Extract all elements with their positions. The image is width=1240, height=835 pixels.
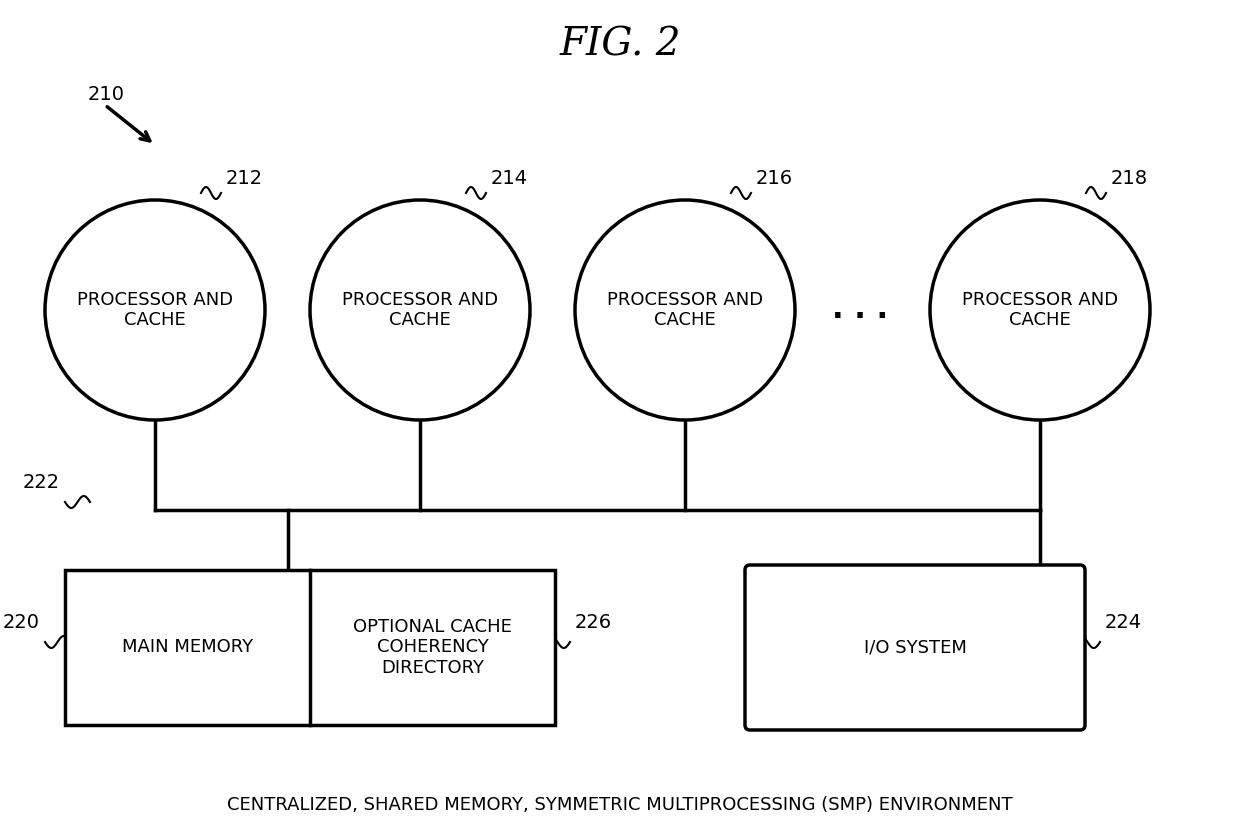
Text: 218: 218 (1111, 169, 1148, 188)
Circle shape (575, 200, 795, 420)
Text: PROCESSOR AND
CACHE: PROCESSOR AND CACHE (962, 291, 1118, 329)
Text: I/O SYSTEM: I/O SYSTEM (863, 639, 966, 656)
FancyBboxPatch shape (64, 570, 556, 725)
Text: . . .: . . . (832, 296, 888, 325)
Text: 214: 214 (491, 169, 528, 188)
Circle shape (45, 200, 265, 420)
Text: OPTIONAL CACHE
COHERENCY
DIRECTORY: OPTIONAL CACHE COHERENCY DIRECTORY (353, 618, 512, 677)
Text: FIG. 2: FIG. 2 (559, 27, 681, 63)
Text: 220: 220 (2, 613, 40, 632)
Text: 216: 216 (756, 169, 794, 188)
Text: 222: 222 (22, 473, 60, 492)
Text: 210: 210 (88, 85, 125, 104)
Text: PROCESSOR AND
CACHE: PROCESSOR AND CACHE (342, 291, 498, 329)
Text: 212: 212 (226, 169, 263, 188)
FancyBboxPatch shape (745, 565, 1085, 730)
Text: PROCESSOR AND
CACHE: PROCESSOR AND CACHE (606, 291, 763, 329)
Circle shape (930, 200, 1149, 420)
Text: PROCESSOR AND
CACHE: PROCESSOR AND CACHE (77, 291, 233, 329)
Text: MAIN MEMORY: MAIN MEMORY (122, 639, 253, 656)
Text: 226: 226 (575, 613, 613, 632)
Text: CENTRALIZED, SHARED MEMORY, SYMMETRIC MULTIPROCESSING (SMP) ENVIRONMENT: CENTRALIZED, SHARED MEMORY, SYMMETRIC MU… (227, 796, 1013, 814)
Text: 224: 224 (1105, 613, 1142, 632)
Circle shape (310, 200, 529, 420)
